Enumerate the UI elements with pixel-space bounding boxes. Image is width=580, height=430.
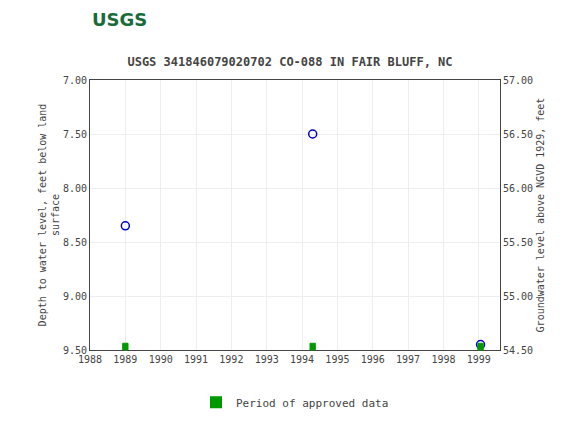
svg-text:1991: 1991 (184, 354, 208, 365)
svg-text:1998: 1998 (431, 354, 455, 365)
svg-text:55.00: 55.00 (503, 291, 533, 302)
svg-text:1996: 1996 (361, 354, 385, 365)
svg-text:1995: 1995 (325, 354, 349, 365)
svg-text:56.50: 56.50 (503, 129, 533, 140)
svg-text:Groundwater level above NGVD 1: Groundwater level above NGVD 1929, feet (535, 98, 546, 333)
svg-text:9.00: 9.00 (63, 291, 87, 302)
svg-text:55.50: 55.50 (503, 237, 533, 248)
svg-text:56.00: 56.00 (503, 183, 533, 194)
svg-text:1988: 1988 (78, 354, 102, 365)
svg-text:1992: 1992 (219, 354, 243, 365)
svg-text:7.00: 7.00 (63, 75, 87, 86)
svg-text:1993: 1993 (255, 354, 279, 365)
svg-text:1999: 1999 (467, 354, 491, 365)
svg-text:57.00: 57.00 (503, 75, 533, 86)
svg-text:1990: 1990 (149, 354, 173, 365)
svg-text:USGS: USGS (92, 9, 147, 30)
svg-text:1989: 1989 (113, 354, 137, 365)
svg-text:7.50: 7.50 (63, 129, 87, 140)
svg-text:Depth to water level, feet bel: Depth to water level, feet below landsur… (37, 104, 61, 327)
svg-text:1997: 1997 (396, 354, 420, 365)
svg-text:USGS 341846079020702 CO-088 IN: USGS 341846079020702 CO-088 IN FAIR BLUF… (127, 55, 452, 69)
svg-text:Period of approved data: Period of approved data (236, 397, 388, 410)
svg-text:9.50: 9.50 (63, 345, 87, 356)
svg-text:1994: 1994 (290, 354, 314, 365)
svg-text:8.50: 8.50 (63, 237, 87, 248)
svg-text:54.50: 54.50 (503, 345, 533, 356)
svg-text:8.00: 8.00 (63, 183, 87, 194)
